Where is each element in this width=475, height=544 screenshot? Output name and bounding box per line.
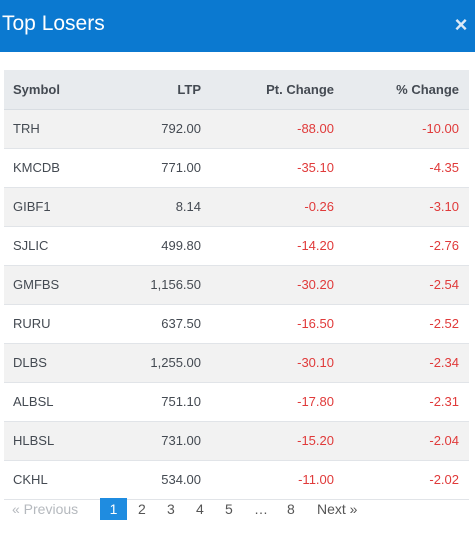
ltp-cell: 534.00: [104, 460, 201, 500]
pct-change-cell: -3.10: [334, 187, 469, 227]
pt-change-cell: -16.50: [201, 304, 334, 344]
table-row[interactable]: ALBSL 751.10 -17.80 -2.31: [4, 382, 469, 422]
table-row[interactable]: GMFBS 1,156.50 -30.20 -2.54: [4, 265, 469, 305]
next-page-link[interactable]: Next »: [317, 501, 358, 517]
ltp-cell: 771.00: [104, 148, 201, 188]
ltp-cell: 499.80: [104, 226, 201, 266]
pt-change-cell: -30.10: [201, 343, 334, 383]
pct-change-cell: -2.34: [334, 343, 469, 383]
ltp-cell: 8.14: [104, 187, 201, 227]
pct-change-cell: -2.04: [334, 421, 469, 461]
column-header-symbol[interactable]: Symbol: [4, 70, 104, 110]
page-link-1[interactable]: 1: [100, 498, 127, 520]
ltp-cell: 1,255.00: [104, 343, 201, 383]
symbol-cell[interactable]: DLBS: [4, 343, 104, 383]
ltp-cell: 637.50: [104, 304, 201, 344]
column-header-pt-change[interactable]: Pt. Change: [201, 70, 334, 110]
pct-change-cell: -2.52: [334, 304, 469, 344]
pt-change-cell: -15.20: [201, 421, 334, 461]
table-row[interactable]: RURU 637.50 -16.50 -2.52: [4, 304, 469, 344]
page-link-2[interactable]: 2: [138, 501, 146, 517]
ltp-cell: 792.00: [104, 109, 201, 149]
page-link-5[interactable]: 5: [225, 501, 233, 517]
symbol-cell[interactable]: CKHL: [4, 460, 104, 500]
symbol-cell[interactable]: RURU: [4, 304, 104, 344]
pct-change-cell: -2.02: [334, 460, 469, 500]
pt-change-cell: -0.26: [201, 187, 334, 227]
previous-page-link[interactable]: « Previous: [12, 501, 79, 517]
table-row[interactable]: GIBF1 8.14 -0.26 -3.10: [4, 187, 469, 227]
table-row[interactable]: HLBSL 731.00 -15.20 -2.04: [4, 421, 469, 461]
symbol-cell[interactable]: GMFBS: [4, 265, 104, 305]
pct-change-cell: -4.35: [334, 148, 469, 188]
symbol-cell[interactable]: KMCDB: [4, 148, 104, 188]
symbol-cell[interactable]: TRH: [4, 109, 104, 149]
page-link-8[interactable]: 8: [287, 501, 295, 517]
modal-title: Top Losers: [2, 12, 105, 35]
table-header-row: Symbol LTP Pt. Change % Change: [4, 70, 469, 110]
pt-change-cell: -17.80: [201, 382, 334, 422]
pagination-ellipsis: …: [254, 501, 268, 517]
pt-change-cell: -30.20: [201, 265, 334, 305]
pt-change-cell: -35.10: [201, 148, 334, 188]
close-icon[interactable]: ×: [454, 12, 468, 37]
table-row[interactable]: KMCDB 771.00 -35.10 -4.35: [4, 148, 469, 188]
column-header-ltp[interactable]: LTP: [104, 70, 201, 110]
top-losers-table: Symbol LTP Pt. Change % Change TRH 792.0…: [4, 70, 469, 500]
table-row[interactable]: SJLIC 499.80 -14.20 -2.76: [4, 226, 469, 266]
table-row[interactable]: TRH 792.00 -88.00 -10.00: [4, 109, 469, 149]
ltp-cell: 731.00: [104, 421, 201, 461]
ltp-cell: 1,156.50: [104, 265, 201, 305]
symbol-cell[interactable]: GIBF1: [4, 187, 104, 227]
page-link-4[interactable]: 4: [196, 501, 204, 517]
pct-change-cell: -2.31: [334, 382, 469, 422]
column-header-pct-change[interactable]: % Change: [334, 70, 469, 110]
pagination: « Previous 1 2 3 4 5 … 8 Next »: [0, 498, 475, 522]
pt-change-cell: -14.20: [201, 226, 334, 266]
pct-change-cell: -2.76: [334, 226, 469, 266]
table-row[interactable]: CKHL 534.00 -11.00 -2.02: [4, 460, 469, 500]
table-row[interactable]: DLBS 1,255.00 -30.10 -2.34: [4, 343, 469, 383]
symbol-cell[interactable]: HLBSL: [4, 421, 104, 461]
top-losers-table-container: Symbol LTP Pt. Change % Change TRH 792.0…: [4, 70, 469, 500]
symbol-cell[interactable]: ALBSL: [4, 382, 104, 422]
ltp-cell: 751.10: [104, 382, 201, 422]
page-link-3[interactable]: 3: [167, 501, 175, 517]
pt-change-cell: -88.00: [201, 109, 334, 149]
pt-change-cell: -11.00: [201, 460, 334, 500]
modal-header: Top Losers ×: [0, 0, 475, 52]
pct-change-cell: -2.54: [334, 265, 469, 305]
symbol-cell[interactable]: SJLIC: [4, 226, 104, 266]
pct-change-cell: -10.00: [334, 109, 469, 149]
